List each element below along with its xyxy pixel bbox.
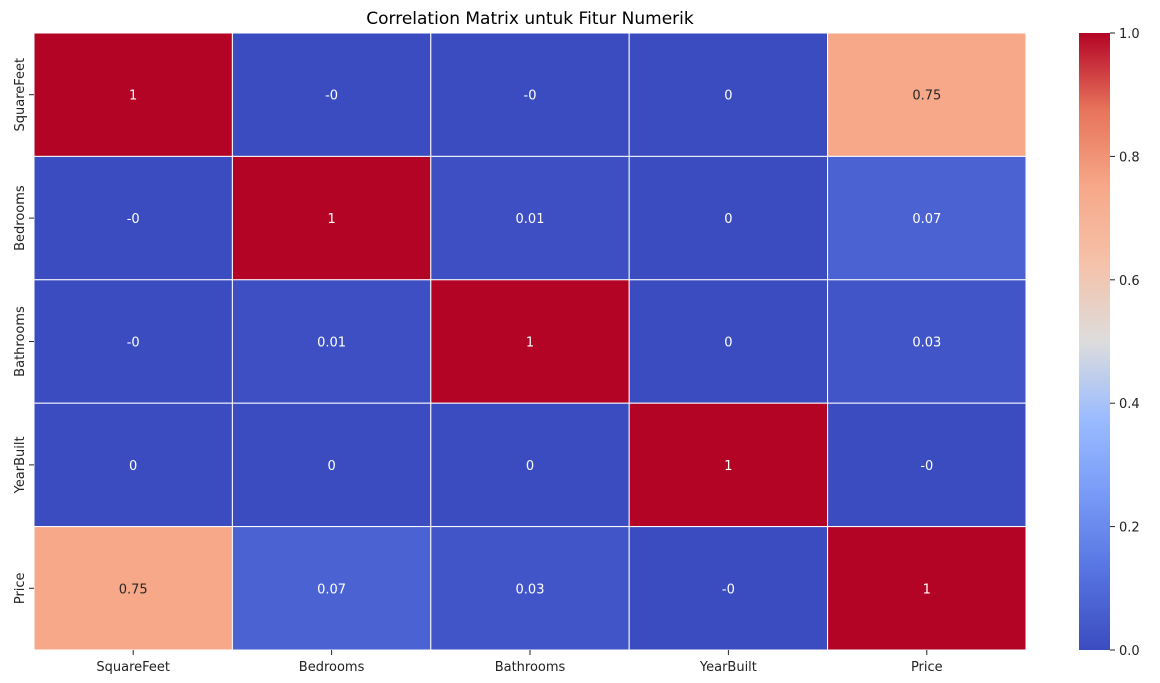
colorbar: 0.0 0.2 0.4 0.6 0.8 1.0 <box>1079 27 1140 659</box>
y-tick-label: Price <box>13 572 28 604</box>
heatmap-cell <box>430 155 630 281</box>
x-tick-label: Bathrooms <box>495 660 566 675</box>
cell-value-label: -0 <box>127 336 140 351</box>
heatmap-cell <box>430 32 630 157</box>
cell-value-label: 1 <box>327 212 335 227</box>
heatmap-cell <box>827 32 1027 157</box>
y-tick-label: Bathrooms <box>13 306 28 377</box>
y-tick-label: Bedrooms <box>13 185 28 251</box>
colorbar-tick-label: 1.0 <box>1119 27 1140 42</box>
heatmap-cell <box>430 526 630 651</box>
cell-value-label: 1 <box>129 89 137 104</box>
heatmap-cell <box>231 279 432 404</box>
cell-value-label: -0 <box>127 212 140 227</box>
cell-value-label: 0 <box>129 459 137 474</box>
heatmap-cell <box>231 32 432 157</box>
colorbar-tick-label: 0.4 <box>1119 397 1140 412</box>
x-tick-label: SquareFeet <box>96 660 170 675</box>
cell-value-label: 0 <box>724 89 732 104</box>
heatmap-cell <box>231 402 432 528</box>
cell-value-label: 0 <box>526 459 534 474</box>
colorbar-tick-label: 0.2 <box>1119 521 1140 536</box>
cell-value-label: 1 <box>526 336 534 351</box>
x-tick-label: Bedrooms <box>299 660 365 675</box>
cell-value-label: -0 <box>524 89 537 104</box>
y-tick-label: SquareFeet <box>13 58 28 132</box>
cell-value-label: 0 <box>327 459 335 474</box>
colorbar-ticks: 0.0 0.2 0.4 0.6 0.8 1.0 <box>1110 27 1140 659</box>
heatmap-cell <box>827 155 1027 281</box>
heatmap-cell <box>628 279 829 404</box>
cell-value-label: 0.07 <box>912 212 941 227</box>
x-axis: SquareFeet Bedrooms Bathrooms YearBuilt Pric… <box>96 650 943 675</box>
cell-value-label: 0.75 <box>912 89 941 104</box>
cell-value-label: 0 <box>724 212 732 227</box>
x-tick-label: Price <box>911 660 943 675</box>
cell-value-label: 0.03 <box>912 336 941 351</box>
cell-value-label: -0 <box>325 89 338 104</box>
cell-value-label: -0 <box>920 459 933 474</box>
heatmap-cells: 1 -0 -0 0 0.75 -0 1 0.01 0 0.07 -0 0.01 1 0 0.03 0 0 0 1 -0… <box>33 32 1027 651</box>
cell-value-label: 1 <box>724 459 732 474</box>
colorbar-tick-label: 0.6 <box>1119 274 1140 289</box>
heatmap-cell <box>827 279 1027 404</box>
colorbar-tick-label: 0.0 <box>1119 644 1140 659</box>
cell-value-label: 0.75 <box>119 582 148 597</box>
heatmap-cell <box>628 32 829 157</box>
cell-value-label: 0.01 <box>317 336 346 351</box>
heatmap-cell <box>33 32 233 157</box>
chart-title: Correlation Matrix untuk Fitur Numerik <box>366 9 694 29</box>
cell-value-label: 1 <box>923 582 931 597</box>
x-tick-label: YearBuilt <box>699 660 757 675</box>
cell-value-label: 0.01 <box>516 212 545 227</box>
heatmap-cell <box>430 279 630 404</box>
heatmap-cell <box>33 155 233 281</box>
colorbar-gradient <box>1079 33 1110 650</box>
heatmap-cell <box>827 526 1027 651</box>
heatmap-cell <box>827 402 1027 528</box>
y-tick-label: YearBuilt <box>13 436 28 494</box>
heatmap-cell <box>231 526 432 651</box>
heatmap-cell <box>33 526 233 651</box>
heatmap-cell <box>628 402 829 528</box>
heatmap-cell <box>231 155 432 281</box>
cell-value-label: 0 <box>724 336 732 351</box>
heatmap-cell <box>430 402 630 528</box>
y-axis: SquareFeet Bedrooms Bathrooms YearBuilt Pric… <box>13 58 34 604</box>
colorbar-tick-label: 0.8 <box>1119 150 1140 165</box>
cell-value-label: 0.07 <box>317 582 346 597</box>
cell-value-label: 0.03 <box>516 582 545 597</box>
cell-value-label: -0 <box>722 582 735 597</box>
